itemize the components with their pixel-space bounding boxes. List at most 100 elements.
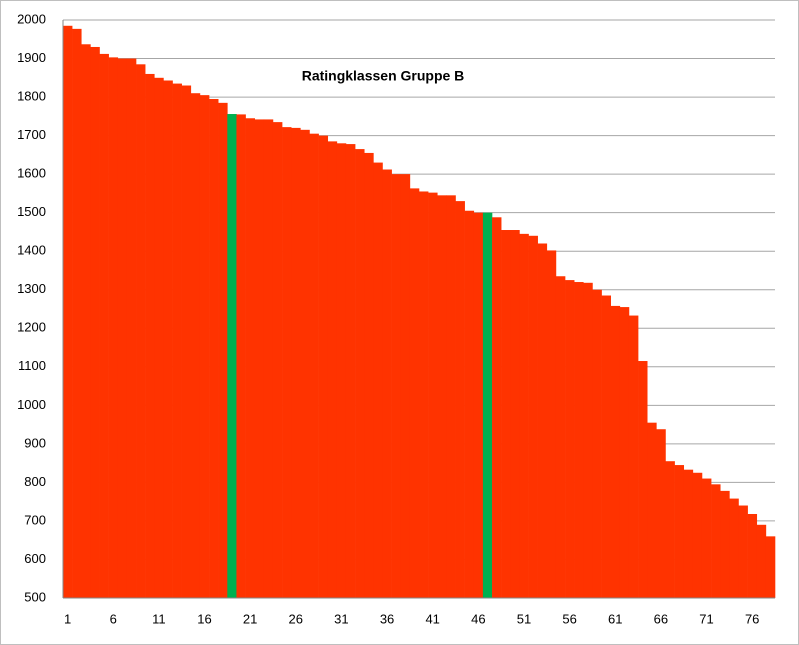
bar: [419, 191, 429, 598]
bar: [163, 80, 173, 599]
y-tick-label: 1100: [18, 358, 46, 373]
bar: [63, 25, 73, 598]
bar: [236, 114, 246, 598]
bar: [154, 77, 164, 599]
x-tick-label: 36: [380, 611, 394, 626]
bar: [117, 58, 128, 599]
bar: [209, 98, 219, 598]
bar: [528, 235, 538, 598]
bar: [601, 295, 611, 598]
bar: [263, 119, 274, 598]
bar: [519, 233, 529, 599]
bar: [345, 144, 356, 598]
y-tick-label: 1700: [17, 127, 46, 142]
y-tick-label: 800: [24, 474, 46, 489]
bar: [300, 129, 310, 598]
bar: [355, 149, 365, 598]
bar: [492, 217, 502, 599]
y-tick-label: 2000: [17, 11, 46, 26]
bar: [72, 28, 82, 598]
bar: [638, 361, 648, 598]
bar: [711, 484, 721, 598]
bar: [647, 422, 657, 598]
y-tick-label: 1200: [17, 320, 46, 335]
x-tick-label: 76: [745, 611, 759, 626]
bar: [400, 174, 411, 598]
bar: [245, 118, 255, 598]
x-tick-label: 31: [334, 611, 348, 626]
bar: [437, 195, 447, 598]
bar: [473, 212, 484, 598]
bar: [765, 536, 776, 598]
bar: [409, 188, 420, 598]
x-tick-label: 1: [64, 611, 71, 626]
y-tick-label: 500: [24, 589, 46, 604]
y-tick-label: 1600: [17, 166, 46, 181]
bar: [327, 141, 338, 598]
bar: [546, 250, 557, 599]
bar: [382, 169, 392, 598]
bar: [747, 513, 758, 598]
y-tick-label: 1900: [17, 50, 46, 65]
bar: [254, 119, 265, 598]
x-tick-label: 71: [699, 611, 713, 626]
y-tick-label: 1800: [17, 89, 46, 104]
x-tick-label: 41: [425, 611, 439, 626]
x-tick-label: 6: [110, 611, 117, 626]
bar: [318, 135, 329, 598]
bar: [482, 212, 493, 598]
x-tick-label: 46: [471, 611, 485, 626]
bar: [190, 93, 201, 599]
bar: [126, 58, 137, 599]
y-tick-label: 1300: [17, 281, 46, 296]
y-tick-label: 700: [24, 512, 46, 527]
bar: [455, 201, 465, 598]
bar: [108, 57, 119, 599]
chart-title: Ratingklassen Gruppe B: [302, 68, 465, 84]
y-tick-label: 1400: [17, 243, 46, 258]
bar: [565, 280, 575, 598]
bar: [145, 73, 155, 599]
bar: [510, 230, 520, 599]
bar: [537, 243, 548, 598]
x-tick-label: 56: [562, 611, 576, 626]
bar: [81, 44, 91, 598]
bar: [674, 465, 685, 598]
bar: [756, 524, 767, 598]
x-tick-label: 21: [243, 611, 257, 626]
bar: [282, 127, 292, 598]
bar: [683, 469, 694, 598]
bar: [583, 282, 593, 598]
bar: [136, 64, 146, 598]
bar: [619, 307, 630, 598]
x-tick-label: 11: [152, 611, 166, 626]
bar: [610, 305, 621, 598]
x-tick-label: 51: [517, 611, 531, 626]
bar: [428, 192, 438, 598]
x-tick-label: 66: [654, 611, 668, 626]
bar: [291, 127, 301, 598]
bar: [90, 46, 100, 599]
x-tick-label: 26: [289, 611, 303, 626]
bar: [364, 152, 374, 598]
bar: [99, 53, 109, 599]
bar: [720, 490, 730, 598]
bar: [729, 498, 739, 598]
bar: [373, 162, 383, 598]
bar: [227, 114, 237, 598]
bar: [336, 143, 347, 598]
bar: [656, 429, 666, 598]
bar: [272, 122, 283, 598]
bar: [199, 95, 210, 598]
bar: [701, 478, 712, 598]
bar: [464, 210, 475, 599]
x-tick-label: 61: [608, 611, 622, 626]
y-tick-label: 1000: [17, 397, 46, 412]
y-tick-label: 600: [24, 551, 46, 566]
bar: [309, 133, 319, 598]
x-tick-label: 16: [197, 611, 211, 626]
bar: [628, 315, 639, 598]
bar: [172, 83, 182, 598]
bar: [692, 472, 703, 598]
